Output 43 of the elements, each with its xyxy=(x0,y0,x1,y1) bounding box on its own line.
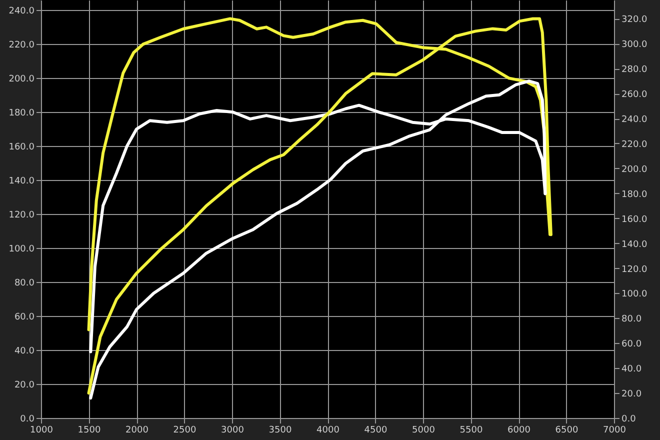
y-tick-label: 20.0 xyxy=(14,380,35,391)
y2-tick-label: 260.0 xyxy=(622,90,648,100)
x-tick-label: 7000 xyxy=(603,426,626,436)
y-tick-label: 240.0 xyxy=(8,6,35,17)
y-tick-label: 40.0 xyxy=(14,346,35,357)
y2-tick-label: 80.0 xyxy=(622,314,642,325)
x-tick-label: 4500 xyxy=(364,426,388,436)
y2-tick-label: 40.0 xyxy=(622,364,642,375)
y2-tick-label: 300.0 xyxy=(622,40,648,50)
x-tick-label: 1500 xyxy=(78,426,101,436)
y-tick-label: 200.0 xyxy=(8,74,35,85)
x-tick-label: 3000 xyxy=(221,426,244,436)
y2-tick-label: 0.0 xyxy=(622,414,636,424)
y2-tick-label: 140.0 xyxy=(622,240,648,250)
x-tick-label: 6000 xyxy=(508,426,531,436)
x-tick-label: 6500 xyxy=(555,426,578,436)
y2-tick-label: 240.0 xyxy=(622,115,648,126)
y2-tick-label: 100.0 xyxy=(622,290,648,300)
y-tick-label: 120.0 xyxy=(8,210,35,221)
y-tick-label: 60.0 xyxy=(14,312,35,323)
y-tick-label: 180.0 xyxy=(8,108,35,119)
y-tick-label: 0.0 xyxy=(20,414,35,424)
x-tick-label: 1000 xyxy=(30,426,54,436)
y2-tick-label: 60.0 xyxy=(622,340,642,350)
y-tick-label: 80.0 xyxy=(14,278,35,289)
y-tick-label: 220.0 xyxy=(8,40,35,51)
y-tick-label: 100.0 xyxy=(8,244,35,255)
x-tick-label: 2000 xyxy=(126,426,149,436)
y2-tick-label: 160.0 xyxy=(622,214,648,225)
x-tick-label: 4000 xyxy=(316,426,340,436)
y-tick-label: 140.0 xyxy=(8,176,35,187)
x-tick-label: 5000 xyxy=(412,426,436,436)
x-tick-label: 3500 xyxy=(268,426,292,436)
y-tick-label: 160.0 xyxy=(8,142,35,153)
y2-tick-label: 220.0 xyxy=(622,140,648,150)
y2-tick-label: 20.0 xyxy=(622,390,642,400)
y2-tick-label: 320.0 xyxy=(622,15,648,26)
y2-tick-label: 120.0 xyxy=(622,264,648,275)
y2-tick-label: 200.0 xyxy=(622,164,648,175)
x-tick-label: 5500 xyxy=(460,426,483,436)
y2-tick-label: 180.0 xyxy=(622,190,648,200)
x-tick-label: 2500 xyxy=(173,426,196,436)
y2-tick-label: 280.0 xyxy=(622,65,648,76)
